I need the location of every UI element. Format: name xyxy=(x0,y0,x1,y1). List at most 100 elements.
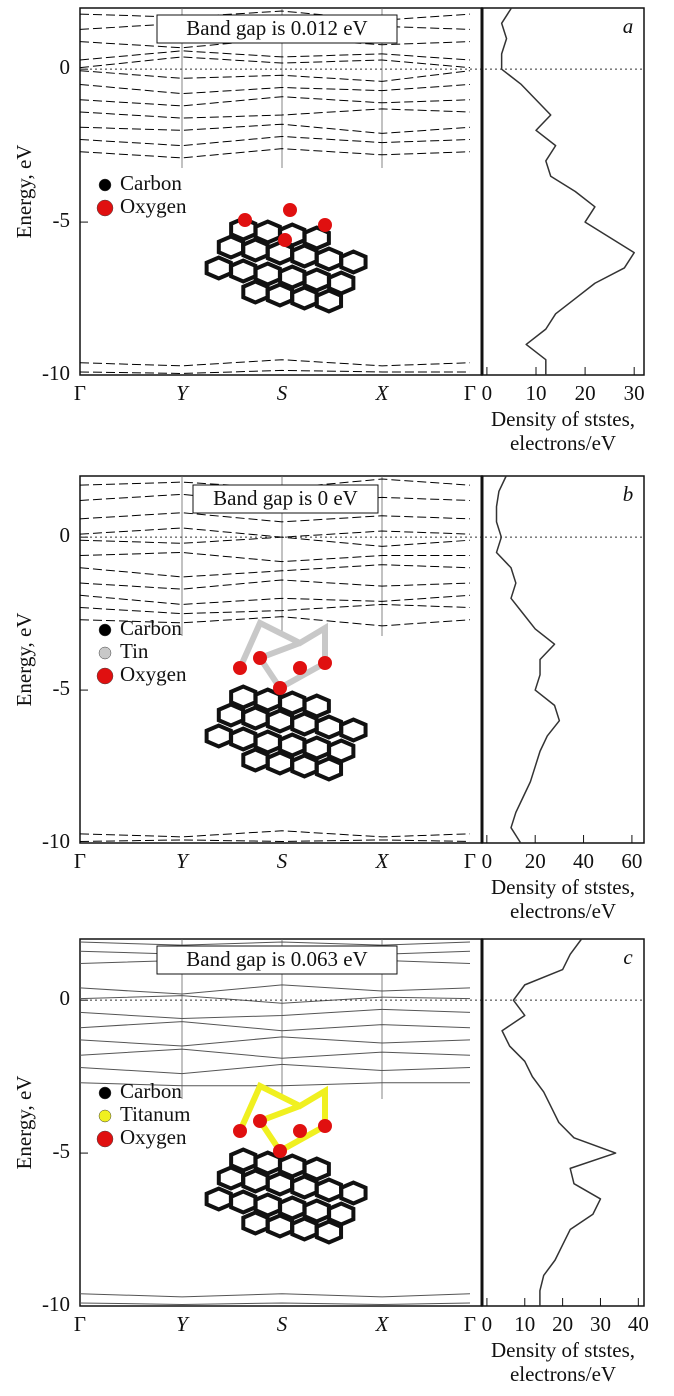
carbon-ring xyxy=(290,285,319,311)
carbon-ring xyxy=(290,753,319,779)
carbon-ring xyxy=(290,711,319,737)
carbon-ring xyxy=(265,282,295,308)
oxygen-atom xyxy=(318,218,332,232)
legend-swatch xyxy=(98,1086,112,1100)
x-axis-label: Density of ststes, xyxy=(491,1338,635,1362)
legend-swatch xyxy=(98,623,112,637)
carbon-ring xyxy=(265,750,295,776)
carbon-ring xyxy=(302,1156,331,1182)
x-axis-label: Density of ststes, xyxy=(491,407,635,431)
carbon-ring xyxy=(265,240,295,266)
x-tick-label: S xyxy=(277,381,288,405)
x-tick-label: 0 xyxy=(482,381,493,405)
legend-swatch xyxy=(96,1130,114,1148)
oxygen-atom xyxy=(318,1119,332,1133)
carbon-ring xyxy=(204,255,233,281)
legend-label: Oxygen xyxy=(120,194,187,218)
dos-frame xyxy=(481,475,645,844)
dos-frame xyxy=(481,7,645,376)
oxygen-atom xyxy=(318,656,332,670)
carbon-ring xyxy=(314,756,344,782)
carbon-ring xyxy=(327,1201,356,1227)
x-tick-label: 60 xyxy=(621,849,642,873)
x-axis-label: Density of ststes, xyxy=(491,875,635,899)
band-line xyxy=(79,1082,470,1087)
x-tick-label: Γ xyxy=(464,381,476,405)
x-axis-label: electrons/eV xyxy=(510,1362,616,1386)
carbon-ring xyxy=(278,222,307,248)
band-line xyxy=(79,839,471,842)
carbon-ring xyxy=(265,1171,295,1197)
band-line xyxy=(79,616,471,627)
carbon-ring xyxy=(216,1165,246,1191)
legend-label: Oxygen xyxy=(120,662,187,686)
x-tick-label: 10 xyxy=(526,381,547,405)
band-line xyxy=(79,359,471,367)
carbon-ring xyxy=(204,723,233,749)
annotation: Band gap is 0 eV xyxy=(213,486,358,510)
band-line xyxy=(79,70,471,82)
band-line xyxy=(79,135,471,147)
oxygen-atom xyxy=(283,203,297,217)
band-line xyxy=(79,108,471,119)
carbon-ring xyxy=(290,1216,319,1242)
band-line xyxy=(79,941,471,946)
band-line xyxy=(79,512,471,523)
carbon-ring xyxy=(327,738,356,764)
oxygen-atom xyxy=(238,213,252,227)
x-tick-label: 10 xyxy=(514,1312,535,1336)
x-tick-label: 40 xyxy=(573,849,594,873)
annotation: Band gap is 0.012 eV xyxy=(186,16,367,40)
carbon-ring xyxy=(290,1174,319,1200)
dos-frame xyxy=(481,938,645,1307)
band-line xyxy=(79,564,471,578)
carbon-ring xyxy=(241,705,270,731)
oxygen-atom xyxy=(253,1114,267,1128)
oxygen-atom xyxy=(293,661,307,675)
carbon-ring xyxy=(241,747,270,773)
legend-swatch xyxy=(96,667,114,685)
carbon-ring xyxy=(278,264,307,290)
carbon-ring xyxy=(314,288,344,314)
panel-label: c xyxy=(623,945,633,969)
band-line xyxy=(79,56,471,69)
carbon-ring xyxy=(241,1210,270,1236)
x-tick-label: X xyxy=(375,381,390,405)
oxygen-atom xyxy=(293,1124,307,1138)
dos-line xyxy=(495,475,561,844)
carbon-ring xyxy=(241,279,270,305)
molecule xyxy=(204,618,368,782)
annotation-box xyxy=(192,484,379,514)
band-line xyxy=(79,148,471,159)
band-line xyxy=(79,594,471,605)
x-tick-label: Γ xyxy=(74,849,86,873)
x-tick-label: 0 xyxy=(482,849,493,873)
band-line xyxy=(79,123,471,134)
legend-label: Tin xyxy=(120,639,149,663)
dos-line xyxy=(500,7,635,375)
carbon-ring xyxy=(216,702,246,728)
carbon-ring xyxy=(339,717,368,743)
carbon-ring xyxy=(229,684,258,710)
cluster-bond xyxy=(237,618,328,692)
oxygen-atom xyxy=(273,681,287,695)
x-tick-label: Γ xyxy=(74,381,86,405)
x-tick-label: Γ xyxy=(464,849,476,873)
x-tick-label: Γ xyxy=(74,1312,86,1336)
carbon-ring xyxy=(302,225,331,251)
carbon-ring xyxy=(314,1219,344,1245)
carbon-ring xyxy=(253,729,282,755)
annotation: Band gap is 0.063 eV xyxy=(186,947,367,971)
band-line xyxy=(79,1048,471,1059)
carbon-ring xyxy=(314,1177,344,1203)
carbon-ring xyxy=(265,708,295,734)
molecule xyxy=(204,1081,368,1245)
legend-swatch xyxy=(96,199,114,217)
x-tick-label: Y xyxy=(176,1312,190,1336)
carbon-ring xyxy=(265,1213,295,1239)
legend-label: Carbon xyxy=(120,171,182,195)
oxygen-atom xyxy=(273,1144,287,1158)
y-tick-label: 0 xyxy=(60,55,71,79)
y-tick-label: -5 xyxy=(53,676,71,700)
